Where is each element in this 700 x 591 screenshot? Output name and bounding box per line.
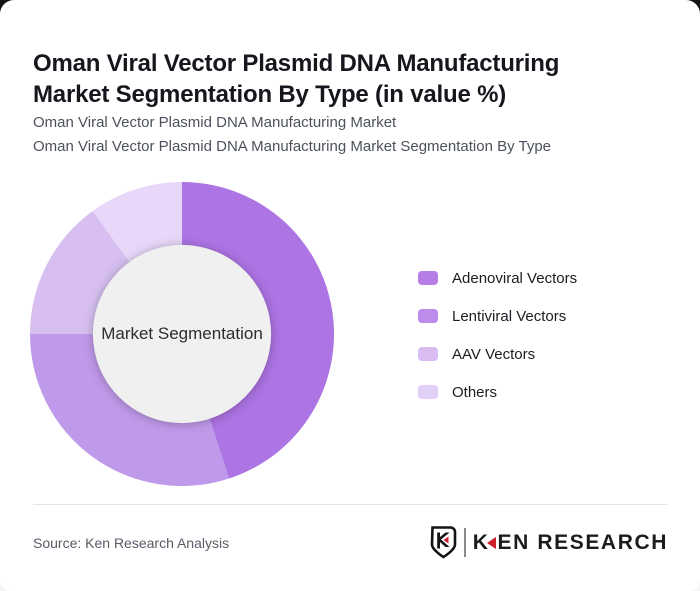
logo-separator	[463, 528, 466, 557]
legend-label: Others	[452, 383, 498, 401]
donut-hole	[92, 244, 272, 424]
logo-k: K	[472, 530, 490, 554]
page-title: Oman Viral Vector Plasmid DNA Manufactur…	[33, 50, 560, 109]
ken-research-logo: K EN RESEARCH	[430, 526, 668, 559]
footer-divider	[33, 504, 667, 505]
legend-swatch	[418, 309, 438, 323]
subtitle-line-2: Oman Viral Vector Plasmid DNA Manufactur…	[33, 137, 552, 155]
donut-plot: Market Segmentation	[30, 182, 334, 486]
logo-red-triangle-icon	[486, 536, 496, 549]
legend-item: Others	[418, 383, 577, 401]
legend-item: Lentiviral Vectors	[418, 307, 577, 325]
legend-swatch	[418, 271, 438, 285]
source-note: Source: Ken Research Analysis	[33, 535, 230, 551]
logo-shield-icon	[430, 526, 457, 559]
legend: Adenoviral Vectors Lentiviral Vectors AAV …	[418, 269, 577, 401]
legend-item: Adenoviral Vectors	[418, 269, 577, 287]
legend-item: AAV Vectors	[418, 345, 577, 363]
legend-label: Lentiviral Vectors	[452, 307, 567, 325]
legend-swatch	[418, 347, 438, 361]
legend-label: AAV Vectors	[452, 345, 536, 363]
donut-svg	[30, 182, 334, 486]
chart-subtitle: Oman Viral Vector Plasmid DNA Manufactur…	[33, 111, 551, 158]
legend-swatch	[418, 385, 438, 399]
logo-text: EN RESEARCH	[497, 530, 668, 554]
legend-label: Adenoviral Vectors	[452, 269, 578, 287]
logo-wordmark: K EN RESEARCH	[473, 530, 668, 554]
subtitle-line-1: Oman Viral Vector Plasmid DNA Manufactur…	[33, 114, 397, 131]
